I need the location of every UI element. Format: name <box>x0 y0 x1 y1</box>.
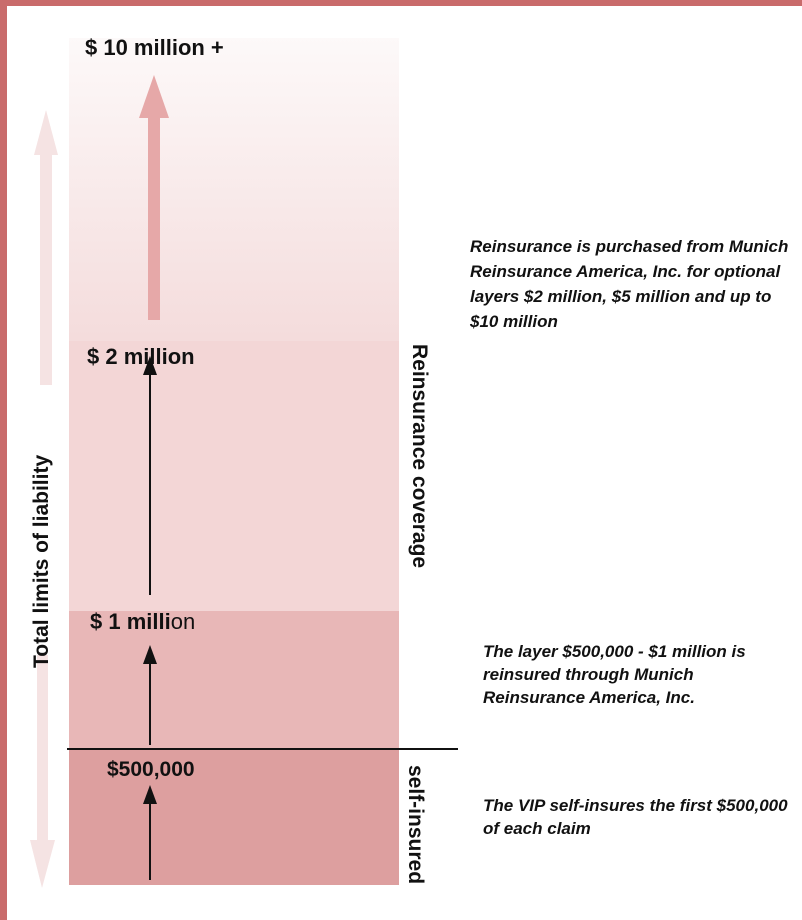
note-self-insured: The VIP self-insures the first $500,000 … <box>483 796 788 838</box>
side-label-self-insured: self-insured <box>404 765 427 885</box>
layer-optional-excess <box>69 38 399 341</box>
frame-left-border <box>0 0 7 920</box>
note-mid-layer: The layer $500,000 - $1 million is reins… <box>483 642 746 707</box>
level-label-1m-regular: on <box>170 609 196 634</box>
retention-divider-line <box>67 748 458 750</box>
frame-top-border <box>0 0 802 6</box>
level-label-500k: $500,000 <box>107 758 195 781</box>
side-label-total-limits: Total limits of liability <box>30 454 53 668</box>
arrow-total-limits-down <box>30 655 55 888</box>
arrow-up-500k <box>143 785 157 880</box>
layer-500k-to-1m <box>69 611 399 749</box>
level-label-1m-bold: $ 1 milli <box>90 609 171 634</box>
side-label-reinsurance: Reinsurance coverage <box>408 344 431 569</box>
arrow-total-limits-up <box>34 110 58 385</box>
arrow-up-2m <box>143 356 157 595</box>
level-label-1m: $ 1 million <box>90 609 195 635</box>
level-label-2m: $ 2 million <box>87 344 195 369</box>
arrow-up-10m <box>139 75 169 320</box>
arrow-up-1m <box>143 645 157 745</box>
level-label-10m: $ 10 million + <box>85 35 224 60</box>
layer-self-insured <box>69 750 399 885</box>
note-reinsurance: Reinsurance is purchased from Munich Rei… <box>470 237 789 331</box>
layer-reinsurance <box>69 341 399 611</box>
